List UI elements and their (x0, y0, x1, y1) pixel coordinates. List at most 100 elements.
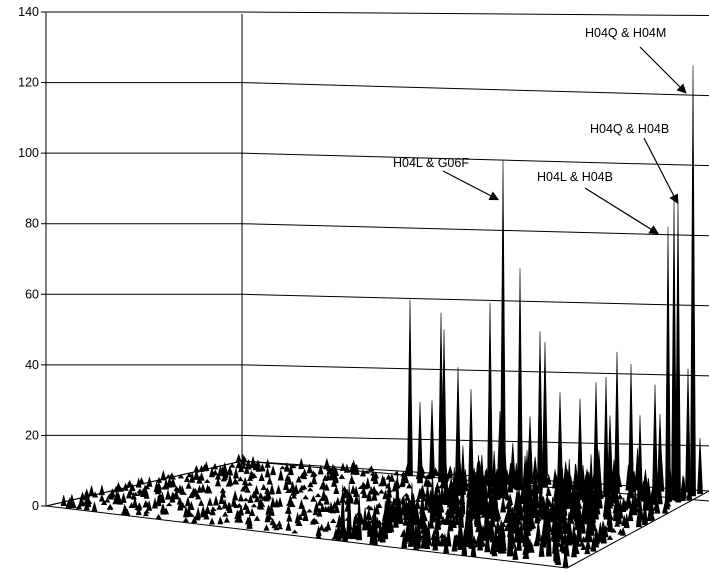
bar (373, 526, 380, 538)
bar (477, 528, 484, 540)
annotation-arrow (442, 170, 500, 201)
bar (117, 486, 124, 492)
bar (451, 487, 458, 503)
bar (642, 469, 649, 493)
bar (298, 499, 305, 509)
bar (500, 160, 506, 486)
bar (581, 500, 588, 524)
bar (314, 493, 322, 498)
bar (635, 504, 642, 528)
bar (230, 496, 237, 507)
bar (245, 517, 253, 523)
bar (562, 542, 569, 554)
bar (441, 329, 447, 489)
bar (447, 465, 454, 476)
bar (307, 481, 314, 488)
bar (266, 476, 273, 485)
bar (263, 490, 270, 502)
bar (229, 462, 236, 468)
z-tick-label: 40 (25, 358, 39, 372)
bar (142, 499, 149, 508)
bar (542, 468, 549, 488)
bar (365, 509, 372, 520)
annotation-arrow (643, 137, 679, 205)
bar (400, 471, 407, 481)
bar (322, 474, 329, 481)
bar (306, 508, 313, 513)
bar (497, 410, 503, 479)
bar (459, 484, 465, 515)
bar (602, 525, 609, 531)
bar (389, 501, 395, 519)
bar (401, 535, 408, 544)
bar (210, 506, 217, 512)
bar (422, 502, 429, 511)
bar (521, 500, 528, 531)
bar (561, 532, 568, 543)
bar (203, 460, 210, 471)
bar (585, 537, 592, 550)
bar (671, 200, 677, 501)
bar (617, 498, 624, 519)
bar (312, 508, 319, 516)
bar (104, 497, 111, 503)
bar (135, 506, 142, 516)
bar (345, 512, 352, 537)
bar (600, 520, 606, 540)
bar (320, 479, 327, 488)
bar (607, 415, 613, 487)
bar (403, 502, 409, 521)
bar (593, 490, 600, 496)
bar (244, 486, 251, 493)
bar (186, 471, 193, 478)
bar (323, 462, 330, 470)
bar (393, 471, 400, 476)
bar (220, 475, 227, 482)
bar (474, 501, 481, 527)
bar (628, 363, 634, 492)
bar (277, 469, 284, 481)
bar (285, 501, 293, 506)
bar (301, 473, 308, 480)
bar (526, 513, 533, 532)
bar (276, 496, 283, 507)
bar (362, 507, 368, 531)
bar (289, 500, 296, 508)
bar (553, 485, 560, 502)
bar (488, 493, 495, 516)
bar (485, 513, 491, 534)
bar (151, 497, 158, 509)
bar (433, 469, 440, 476)
bar (379, 474, 386, 486)
bar (349, 477, 356, 484)
bar (203, 478, 211, 483)
bar (204, 505, 211, 514)
bar (364, 476, 371, 489)
bar (226, 502, 233, 513)
annotation-label: H04L & G06F (393, 156, 469, 170)
bar (427, 495, 434, 513)
bar (237, 493, 244, 502)
bar (259, 463, 266, 471)
bar (697, 438, 703, 494)
bar (223, 516, 231, 523)
bar (365, 493, 372, 498)
bar (445, 486, 452, 498)
bar (647, 499, 654, 522)
bar (125, 490, 132, 499)
bar (269, 483, 276, 495)
bar (476, 460, 483, 486)
bar (214, 473, 222, 480)
bar (680, 477, 687, 498)
bar (109, 488, 116, 498)
bar (603, 377, 609, 498)
bar (253, 484, 260, 495)
bar (302, 494, 309, 500)
bar (91, 491, 99, 498)
bar (287, 486, 295, 492)
bar (237, 476, 244, 482)
bar (268, 505, 275, 516)
bar (447, 513, 454, 532)
bar (155, 513, 162, 520)
bar (467, 501, 474, 521)
